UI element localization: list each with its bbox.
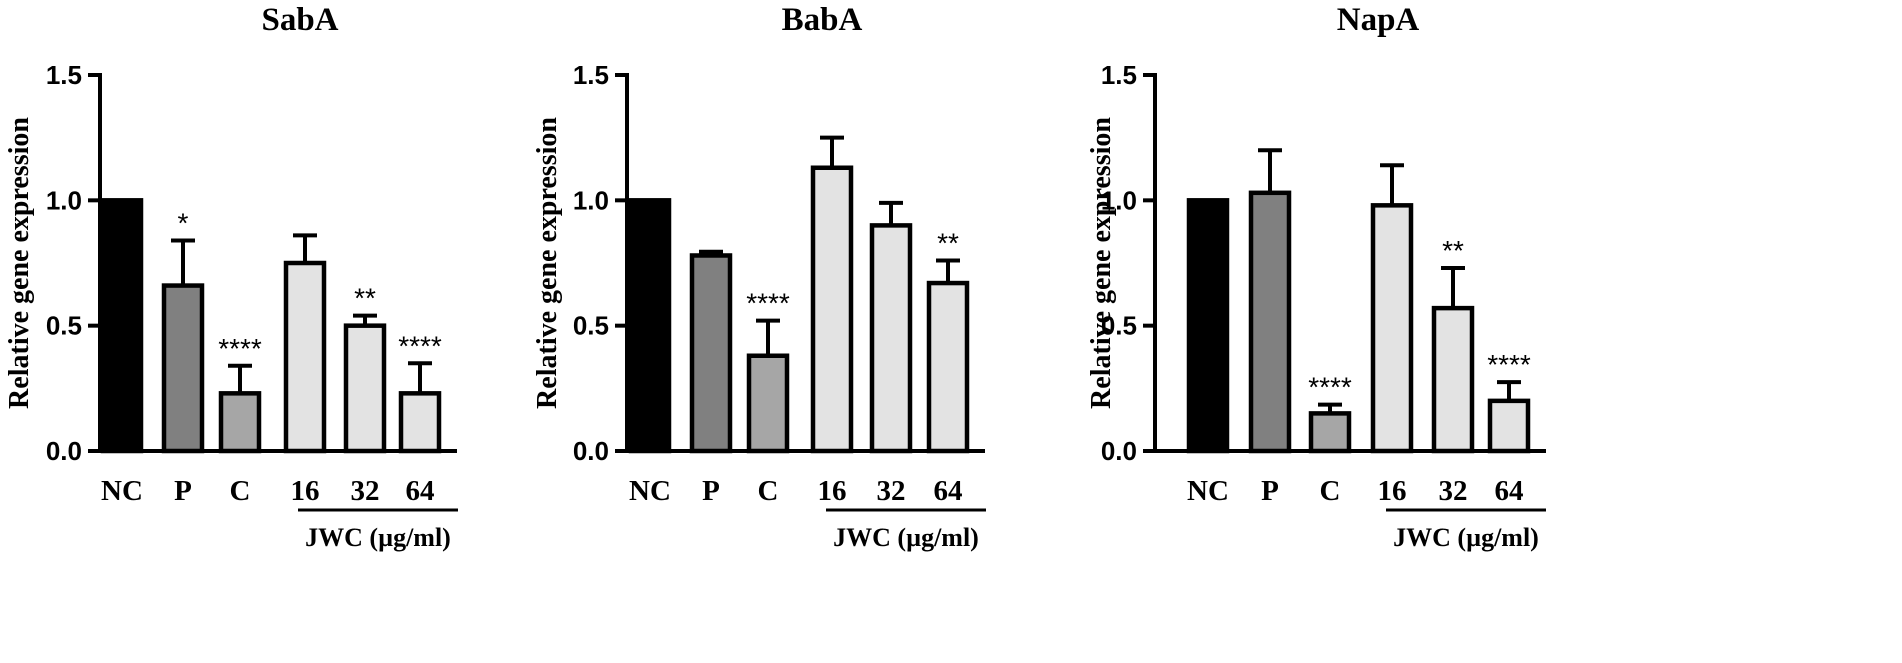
bar-c [218, 391, 262, 454]
bar-16 [810, 165, 854, 454]
chart-panel-napa: NapA Relative gene expression 0.0 0.5 1.0 1.5… [1086, 2, 1546, 552]
group-label: JWC (µg/ml) [1393, 523, 1539, 552]
chart-panel-saba: SabA Relative gene expression 0.0 0.5 1.0 1.5… [4, 2, 458, 552]
x-tick-label: 32 [351, 475, 380, 507]
x-tick-label: C [230, 475, 251, 507]
bar-64 [926, 280, 970, 454]
x-tick-label: C [1320, 475, 1341, 507]
x-tick-label: 32 [877, 475, 906, 507]
bar-64 [1487, 398, 1531, 454]
x-tick-label: NC [101, 475, 143, 507]
significance-label: * [178, 207, 189, 238]
bar-c [746, 353, 790, 454]
x-tick-label: NC [1187, 475, 1229, 507]
bar-32 [869, 223, 913, 454]
significance-label: **** [1487, 349, 1531, 380]
x-tick-label: 32 [1439, 475, 1468, 507]
y-tick-label: 0.5 [1101, 311, 1137, 341]
chart-title: SabA [261, 2, 338, 38]
x-tick-label: 64 [1495, 475, 1524, 507]
chart-title: NapA [1337, 2, 1420, 38]
x-tick-label: 16 [818, 475, 847, 507]
y-axis-label: Relative gene expression [1086, 117, 1117, 409]
bar-64 [398, 391, 442, 454]
group-label: JWC (µg/ml) [305, 523, 451, 552]
chart-title: BabA [782, 2, 863, 38]
chart-panel-baba: BabA Relative gene expression 0.0 0.5 1.0 1.5… [532, 2, 986, 552]
y-tick-label: 0.0 [1101, 436, 1137, 466]
x-tick-label: P [702, 475, 720, 507]
bar-c [1308, 411, 1352, 454]
x-tick-label: 16 [1378, 475, 1407, 507]
bar-nc [1186, 198, 1230, 454]
y-tick-label: 1.0 [46, 185, 82, 215]
bar-32 [1431, 305, 1475, 454]
y-tick-label: 1.5 [1101, 60, 1137, 90]
y-tick-label: 0.0 [573, 436, 609, 466]
bar-p [1248, 190, 1292, 454]
x-tick-label: P [1261, 475, 1279, 507]
y-tick-label: 0.5 [573, 311, 609, 341]
bar-nc [100, 198, 144, 454]
group-label: JWC (µg/ml) [833, 523, 979, 552]
y-tick-label: 1.0 [1101, 185, 1137, 215]
significance-label: **** [1308, 372, 1352, 403]
x-tick-label: NC [629, 475, 671, 507]
bar-32 [343, 323, 387, 454]
y-tick-label: 0.0 [46, 436, 82, 466]
significance-label: ** [354, 283, 376, 314]
y-tick-label: 0.5 [46, 311, 82, 341]
x-tick-label: 16 [291, 475, 320, 507]
x-tick-label: 64 [934, 475, 963, 507]
significance-label: ** [1442, 235, 1464, 266]
significance-label: **** [218, 333, 262, 364]
y-axis-label: Relative gene expression [4, 117, 35, 409]
bar-16 [1370, 203, 1414, 454]
y-axis-label: Relative gene expression [532, 117, 563, 409]
bar-p [161, 283, 205, 454]
bar-p [689, 253, 733, 454]
bar-nc [628, 198, 672, 454]
y-tick-label: 1.0 [573, 185, 609, 215]
x-tick-label: C [758, 475, 779, 507]
y-tick-label: 1.5 [573, 60, 609, 90]
x-tick-label: 64 [406, 475, 435, 507]
x-tick-label: P [174, 475, 192, 507]
bar-16 [283, 260, 327, 454]
y-tick-label: 1.5 [46, 60, 82, 90]
significance-label: ** [937, 227, 959, 258]
significance-label: **** [398, 330, 442, 361]
significance-label: **** [746, 288, 790, 319]
